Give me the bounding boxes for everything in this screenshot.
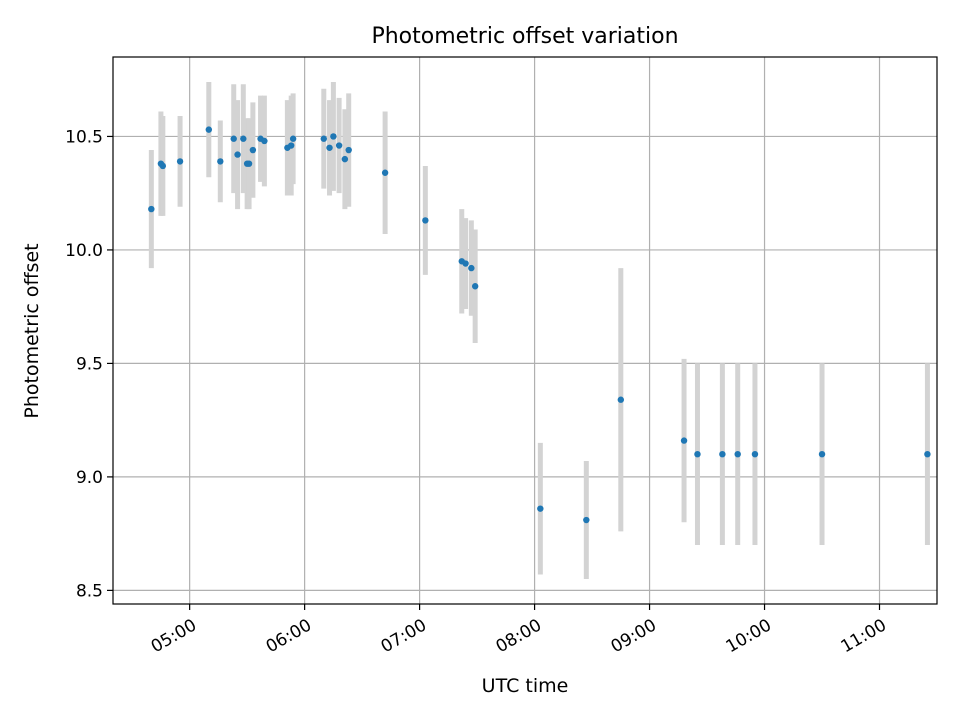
data-point (330, 133, 337, 140)
y-tick-label: 10.5 (65, 127, 103, 147)
data-point (924, 450, 931, 458)
data-point (335, 142, 343, 149)
y-axis-label: Photometric offset (21, 243, 43, 418)
y-tick-label: 8.5 (76, 581, 103, 601)
y-tick-label: 9.5 (76, 354, 103, 374)
data-point (261, 137, 268, 145)
data-point (217, 158, 224, 165)
data-point (537, 505, 544, 512)
data-point (422, 217, 429, 224)
data-point (245, 160, 253, 167)
data-point (468, 264, 475, 272)
data-point (680, 437, 688, 444)
chart-title: Photometric offset variation (371, 24, 678, 49)
data-point (249, 146, 257, 154)
data-point (320, 135, 327, 142)
data-point (751, 450, 759, 458)
data-point (326, 144, 333, 151)
data-point (462, 260, 469, 267)
data-point (240, 135, 247, 142)
data-point (159, 162, 167, 170)
y-tick-label: 9.0 (76, 468, 103, 488)
data-point (694, 450, 701, 458)
x-axis-label: UTC time (482, 675, 569, 697)
data-point (205, 126, 213, 133)
y-tick-label: 10.0 (65, 241, 103, 261)
data-point (176, 158, 184, 165)
data-point (471, 283, 479, 290)
data-point (734, 450, 741, 458)
data-point (289, 135, 297, 142)
data-point (617, 396, 625, 403)
data-point (148, 205, 155, 213)
data-point (719, 450, 726, 458)
data-point (345, 146, 352, 154)
data-point (234, 151, 241, 158)
plot-frame (112, 56, 938, 605)
data-point (381, 169, 389, 176)
data-point (818, 450, 826, 458)
data-point (230, 135, 237, 142)
data-point (341, 155, 349, 163)
data-point (583, 516, 590, 524)
point-layer (148, 126, 931, 524)
data-point (288, 142, 295, 149)
